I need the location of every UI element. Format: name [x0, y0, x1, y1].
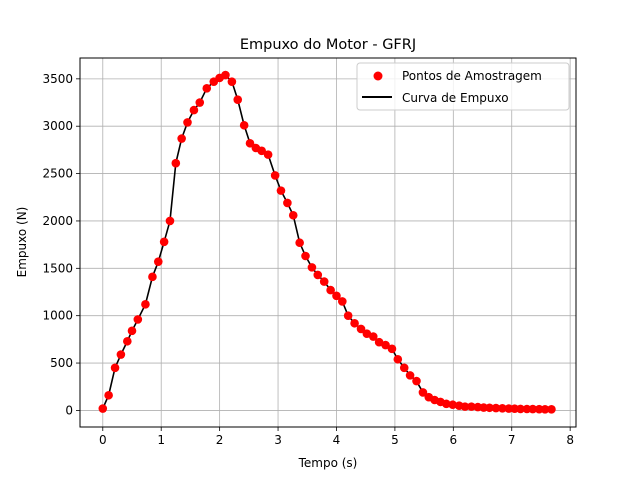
sample-point [227, 77, 237, 86]
sample-point [133, 315, 143, 324]
legend: Pontos de Amostragem Curva de Empuxo [356, 62, 570, 111]
sample-point [221, 70, 230, 80]
legend-marker-points [373, 71, 383, 81]
sample-point [283, 198, 292, 208]
sample-point [165, 216, 175, 226]
points-layer [98, 70, 556, 414]
sample-point [338, 297, 347, 306]
y-tick-label: 0 [65, 403, 73, 417]
sample-point [460, 402, 470, 411]
y-tick-label: 500 [50, 356, 73, 370]
sample-point [368, 332, 378, 341]
sample-point [263, 150, 273, 159]
sample-point [356, 324, 366, 334]
sample-point [245, 138, 255, 148]
y-axis-label: Empuxo (N) [15, 207, 29, 278]
sample-point [313, 270, 323, 280]
sample-point [127, 326, 137, 336]
sample-point [288, 210, 298, 220]
sample-point [110, 363, 120, 373]
x-axis-ticks: 0 1 2 3 4 5 6 7 8 [99, 427, 574, 447]
sample-point [467, 402, 476, 411]
sample-point [442, 399, 451, 409]
y-tick-label: 3500 [42, 72, 73, 86]
y-tick-label: 2500 [42, 167, 73, 181]
sample-point [171, 158, 181, 168]
x-tick-label: 1 [157, 433, 165, 447]
sample-point [116, 350, 126, 359]
x-tick-label: 6 [449, 433, 457, 447]
x-tick-label: 2 [216, 433, 224, 447]
sample-point [326, 285, 335, 295]
sample-point [153, 257, 163, 266]
sample-point [350, 318, 359, 328]
sample-point [276, 186, 286, 195]
sample-point [104, 390, 113, 400]
sample-point [393, 354, 403, 364]
sample-point [148, 272, 157, 282]
sample-point [183, 118, 192, 127]
sample-point [141, 300, 150, 309]
sample-point [412, 376, 421, 386]
legend-box [356, 62, 570, 111]
sample-point [307, 263, 317, 272]
chart-title: Empuxo do Motor - GFRJ [240, 37, 416, 53]
sample-point [547, 404, 556, 414]
x-tick-label: 7 [508, 433, 516, 447]
sample-point [516, 404, 525, 414]
sample-point [498, 404, 507, 413]
sample-point [301, 251, 310, 261]
sample-point [239, 120, 249, 130]
sample-point [295, 238, 304, 248]
x-tick-label: 8 [566, 433, 574, 447]
sample-point [381, 340, 390, 350]
x-tick-label: 0 [99, 433, 107, 447]
sample-point [202, 84, 212, 93]
x-axis-label: Tempo (s) [298, 456, 358, 470]
x-tick-label: 3 [274, 433, 282, 447]
sample-point [343, 311, 353, 320]
sample-point [319, 277, 329, 286]
sample-point [332, 291, 341, 301]
sample-point [540, 404, 550, 414]
sample-point [387, 344, 397, 354]
sample-point [270, 171, 280, 180]
sample-point [405, 371, 415, 380]
sample-point [362, 329, 372, 338]
sample-point [374, 337, 384, 347]
sample-point [491, 403, 501, 413]
sample-point [448, 400, 458, 410]
y-tick-label: 3000 [42, 119, 73, 133]
y-tick-label: 2000 [42, 214, 73, 228]
sample-point [123, 336, 132, 346]
sample-point [189, 105, 199, 115]
sample-point [98, 404, 108, 413]
x-tick-label: 4 [333, 433, 341, 447]
sample-point [233, 95, 243, 104]
x-tick-label: 5 [391, 433, 399, 447]
sample-point [399, 363, 409, 373]
y-tick-label: 1500 [42, 261, 73, 275]
sample-point [418, 388, 428, 397]
legend-label-points: Pontos de Amostragem [402, 69, 542, 83]
sample-point [159, 237, 169, 247]
plot-frame [79, 57, 577, 428]
sample-point [257, 146, 266, 156]
sample-point [177, 134, 186, 143]
sample-point [485, 403, 494, 413]
sample-point [528, 404, 538, 414]
y-axis-ticks: 0 500 1000 1500 2000 2500 3000 3500 [42, 72, 80, 417]
sample-point [195, 98, 205, 107]
legend-label-curve: Curva de Empuxo [402, 91, 509, 105]
y-tick-label: 1000 [42, 309, 73, 323]
